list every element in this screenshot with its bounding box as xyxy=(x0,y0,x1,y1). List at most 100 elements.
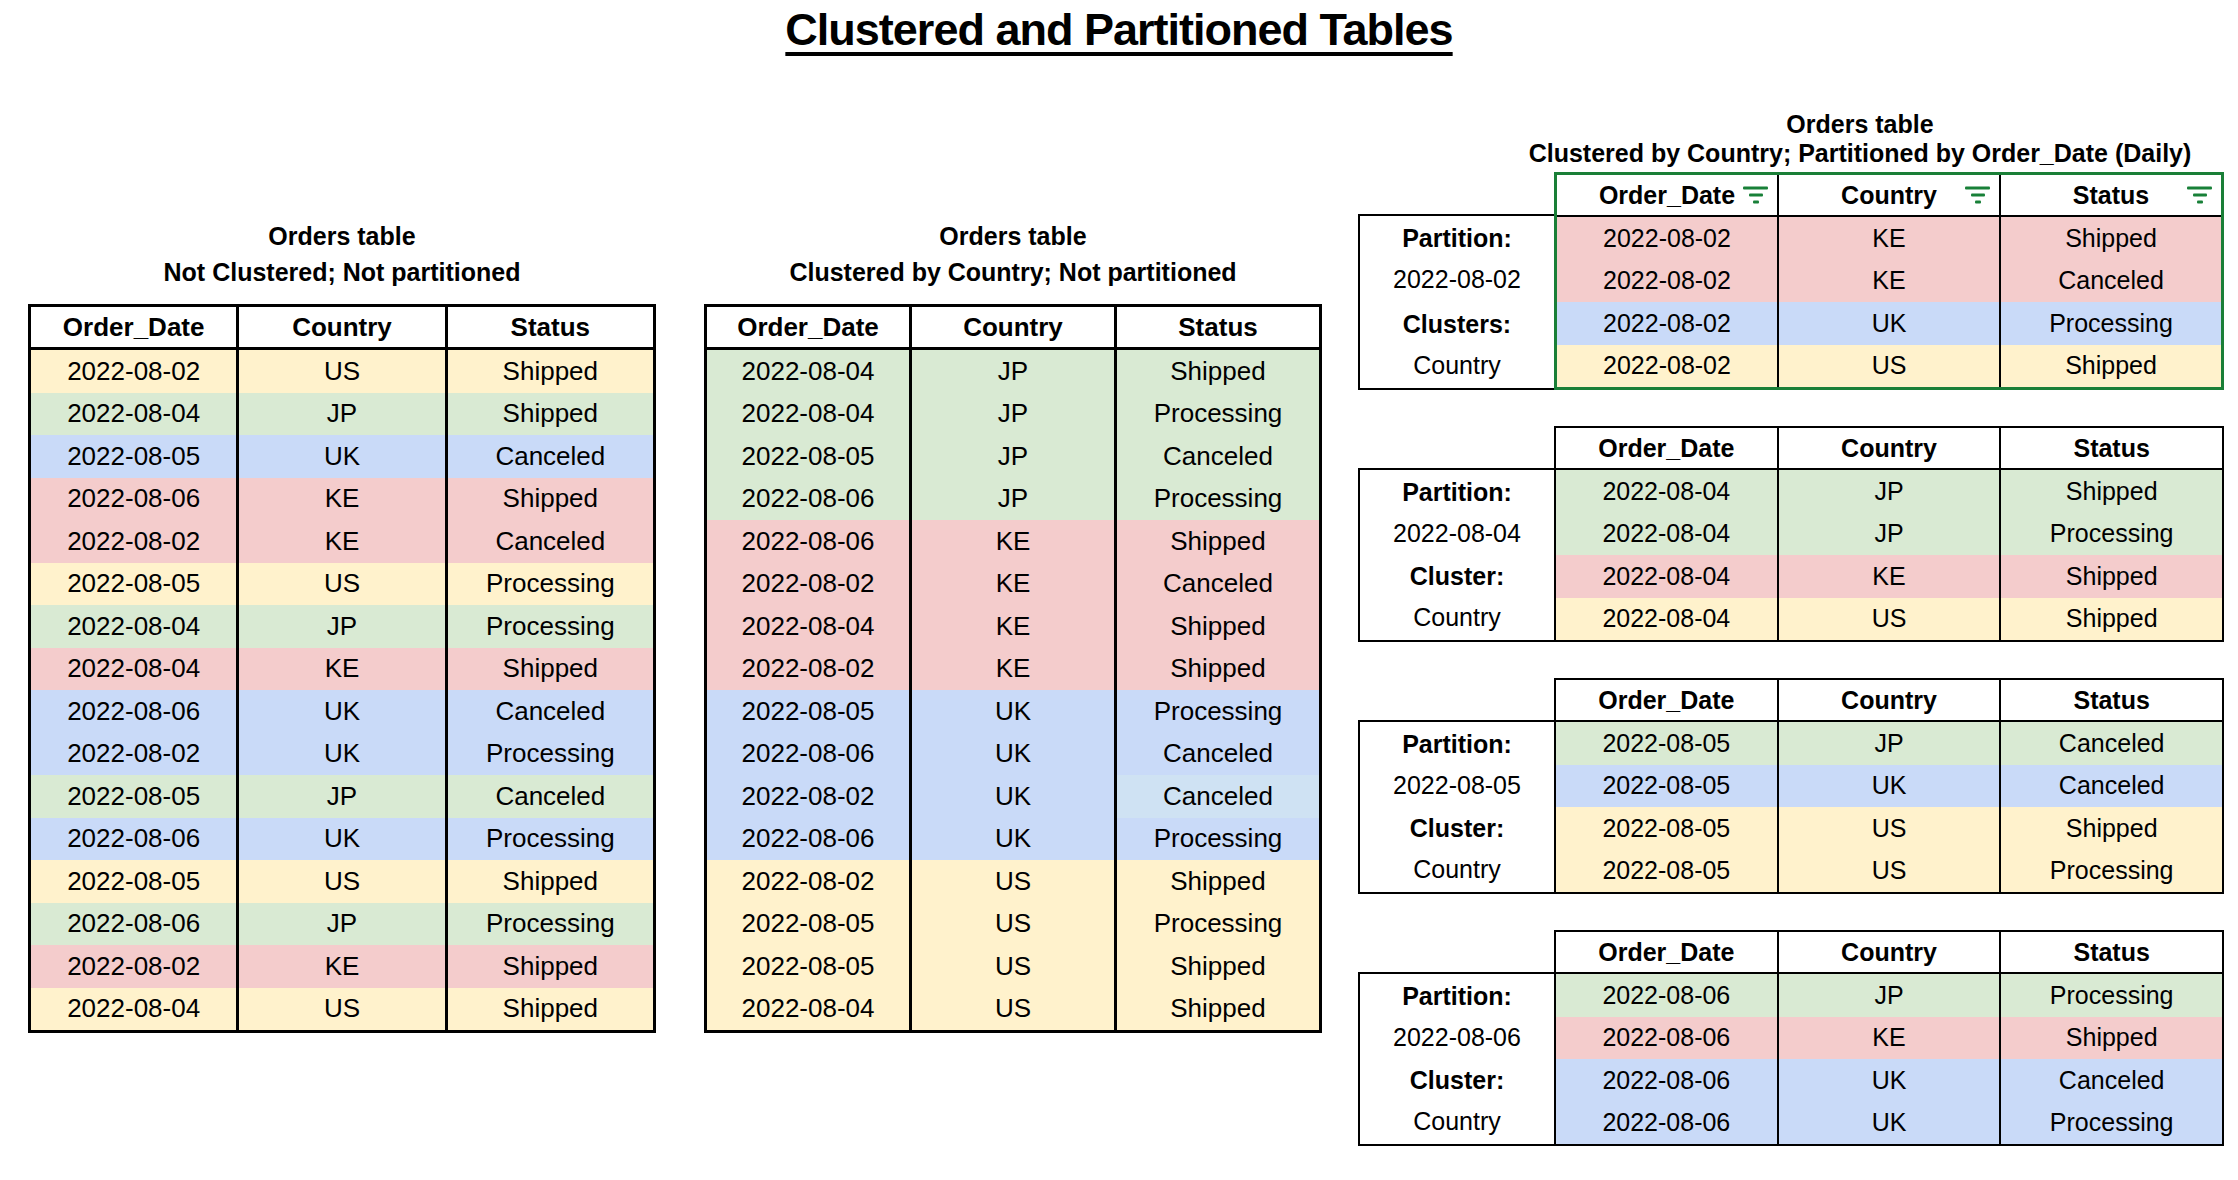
partition-block-2022-08-05: Partition:2022-08-05Cluster:CountryOrder… xyxy=(1358,678,2224,894)
cell-country: US xyxy=(1779,598,2002,641)
table-row: 2022-08-06JPProcessing xyxy=(1556,974,2222,1017)
cluster-label-group: Cluster:Country xyxy=(1360,1060,1554,1142)
cell-country: KE xyxy=(1779,555,2002,598)
table-row: 2022-08-05UKCanceled xyxy=(1556,765,2222,808)
table-row: 2022-08-05JPCanceled xyxy=(707,435,1319,478)
column-header-label: Order_Date xyxy=(63,312,205,343)
cell-country: JP xyxy=(912,435,1117,478)
column-header-label: Status xyxy=(2073,938,2149,967)
column-header-country: Country xyxy=(1779,932,2002,972)
column-header-order_date: Order_Date xyxy=(1556,428,1779,468)
cell-status: Processing xyxy=(1117,393,1319,436)
page-title: Clustered and Partitioned Tables xyxy=(0,4,2238,56)
label-value: 2022-08-05 xyxy=(1360,765,1554,806)
cell-country: JP xyxy=(912,478,1117,521)
cell-status: Processing xyxy=(448,563,653,606)
cell-date: 2022-08-06 xyxy=(31,478,239,521)
partition-label-group: Partition:2022-08-02 xyxy=(1360,218,1554,300)
cell-status: Canceled xyxy=(2001,1059,2222,1102)
left-table-title-line1: Orders table xyxy=(28,218,656,254)
label-heading: Partition: xyxy=(1360,472,1554,513)
table-row: 2022-08-02USShipped xyxy=(31,350,653,393)
cell-country: US xyxy=(912,860,1117,903)
table-row: 2022-08-04JPProcessing xyxy=(707,393,1319,436)
filter-icon[interactable] xyxy=(1965,187,1990,204)
table-row: 2022-08-02KEShipped xyxy=(31,945,653,988)
cell-country: KE xyxy=(912,648,1117,691)
cell-date: 2022-08-02 xyxy=(707,648,912,691)
partition-label-group: Partition:2022-08-05 xyxy=(1360,724,1554,806)
cell-date: 2022-08-06 xyxy=(31,690,239,733)
right-partitioned-section: Orders table Clustered by Country; Parti… xyxy=(1358,110,2224,1180)
cell-date: 2022-08-06 xyxy=(1556,1059,1779,1102)
table-row: 2022-08-06JPProcessing xyxy=(707,478,1319,521)
cell-country: KE xyxy=(912,563,1117,606)
table-row: 2022-08-05USShipped xyxy=(31,860,653,903)
filter-icon[interactable] xyxy=(2187,187,2212,204)
table-row: 2022-08-04JPShipped xyxy=(1556,470,2222,513)
cell-date: 2022-08-06 xyxy=(1556,974,1779,1017)
cell-status: Processing xyxy=(1117,478,1319,521)
cell-status: Shipped xyxy=(1117,988,1319,1031)
cluster-label-group: Cluster:Country xyxy=(1360,556,1554,638)
cell-country: KE xyxy=(239,648,447,691)
column-header-label: Status xyxy=(511,312,590,343)
column-header-country: Country xyxy=(1779,680,2002,720)
cell-date: 2022-08-05 xyxy=(31,435,239,478)
cell-status: Shipped xyxy=(2001,470,2222,513)
table-row: 2022-08-04JPProcessing xyxy=(31,605,653,648)
table-row: 2022-08-05USProcessing xyxy=(707,903,1319,946)
cell-country: US xyxy=(1779,850,2002,893)
table-row: 2022-08-04USShipped xyxy=(707,988,1319,1031)
label-heading: Cluster: xyxy=(1360,1060,1554,1101)
cell-date: 2022-08-02 xyxy=(707,563,912,606)
cell-status: Processing xyxy=(448,605,653,648)
partition-block-2022-08-02: Partition:2022-08-02Clusters:CountryOrde… xyxy=(1358,172,2224,390)
filter-icon[interactable] xyxy=(1743,187,1768,204)
page-title-text: Clustered and Partitioned Tables xyxy=(785,4,1452,55)
cell-date: 2022-08-06 xyxy=(1556,1017,1779,1060)
left-table-section: Orders table Not Clustered; Not partitio… xyxy=(28,214,656,1033)
table-row: 2022-08-06KEShipped xyxy=(31,478,653,521)
column-header-label: Country xyxy=(292,312,392,343)
column-header-label: Country xyxy=(1841,686,1937,715)
cell-country: KE xyxy=(239,520,447,563)
cell-status: Shipped xyxy=(1117,648,1319,691)
cell-date: 2022-08-02 xyxy=(31,945,239,988)
cell-status: Shipped xyxy=(1117,945,1319,988)
cell-status: Processing xyxy=(2001,850,2222,893)
cell-date: 2022-08-04 xyxy=(31,605,239,648)
table-row: 2022-08-02KEShipped xyxy=(707,648,1319,691)
cell-country: UK xyxy=(912,818,1117,861)
cell-status: Processing xyxy=(448,903,653,946)
label-heading: Clusters: xyxy=(1360,304,1554,345)
cell-country: JP xyxy=(912,393,1117,436)
column-header-status: Status xyxy=(448,307,653,347)
cell-status: Processing xyxy=(2001,974,2222,1017)
column-header-label: Status xyxy=(2073,181,2149,210)
cell-status: Processing xyxy=(2001,513,2222,556)
cell-status: Shipped xyxy=(2001,807,2222,850)
cell-status: Canceled xyxy=(2001,260,2221,303)
cell-date: 2022-08-06 xyxy=(707,818,912,861)
cell-status: Shipped xyxy=(2001,345,2221,388)
column-header-status: Status xyxy=(2001,428,2222,468)
cell-date: 2022-08-05 xyxy=(1556,722,1779,765)
cell-status: Shipped xyxy=(2001,1017,2222,1060)
left-table-title-line2: Not Clustered; Not partitioned xyxy=(28,254,656,290)
cell-country: JP xyxy=(1779,470,2002,513)
column-header-country: Country xyxy=(239,307,447,347)
cell-country: KE xyxy=(912,605,1117,648)
cluster-label-group: Cluster:Country xyxy=(1360,808,1554,890)
label-heading: Partition: xyxy=(1360,724,1554,765)
table-row: 2022-08-05UKProcessing xyxy=(707,690,1319,733)
cell-country: KE xyxy=(239,478,447,521)
cell-status: Canceled xyxy=(448,775,653,818)
column-header-order_date: Order_Date xyxy=(1556,680,1779,720)
cell-date: 2022-08-06 xyxy=(31,818,239,861)
partition-label-cell: Partition:2022-08-05Cluster:Country xyxy=(1358,720,1554,894)
table-row: 2022-08-04JPShipped xyxy=(31,393,653,436)
partition-block-2022-08-04: Partition:2022-08-04Cluster:CountryOrder… xyxy=(1358,426,2224,642)
column-header-label: Status xyxy=(2073,434,2149,463)
cell-date: 2022-08-04 xyxy=(707,393,912,436)
